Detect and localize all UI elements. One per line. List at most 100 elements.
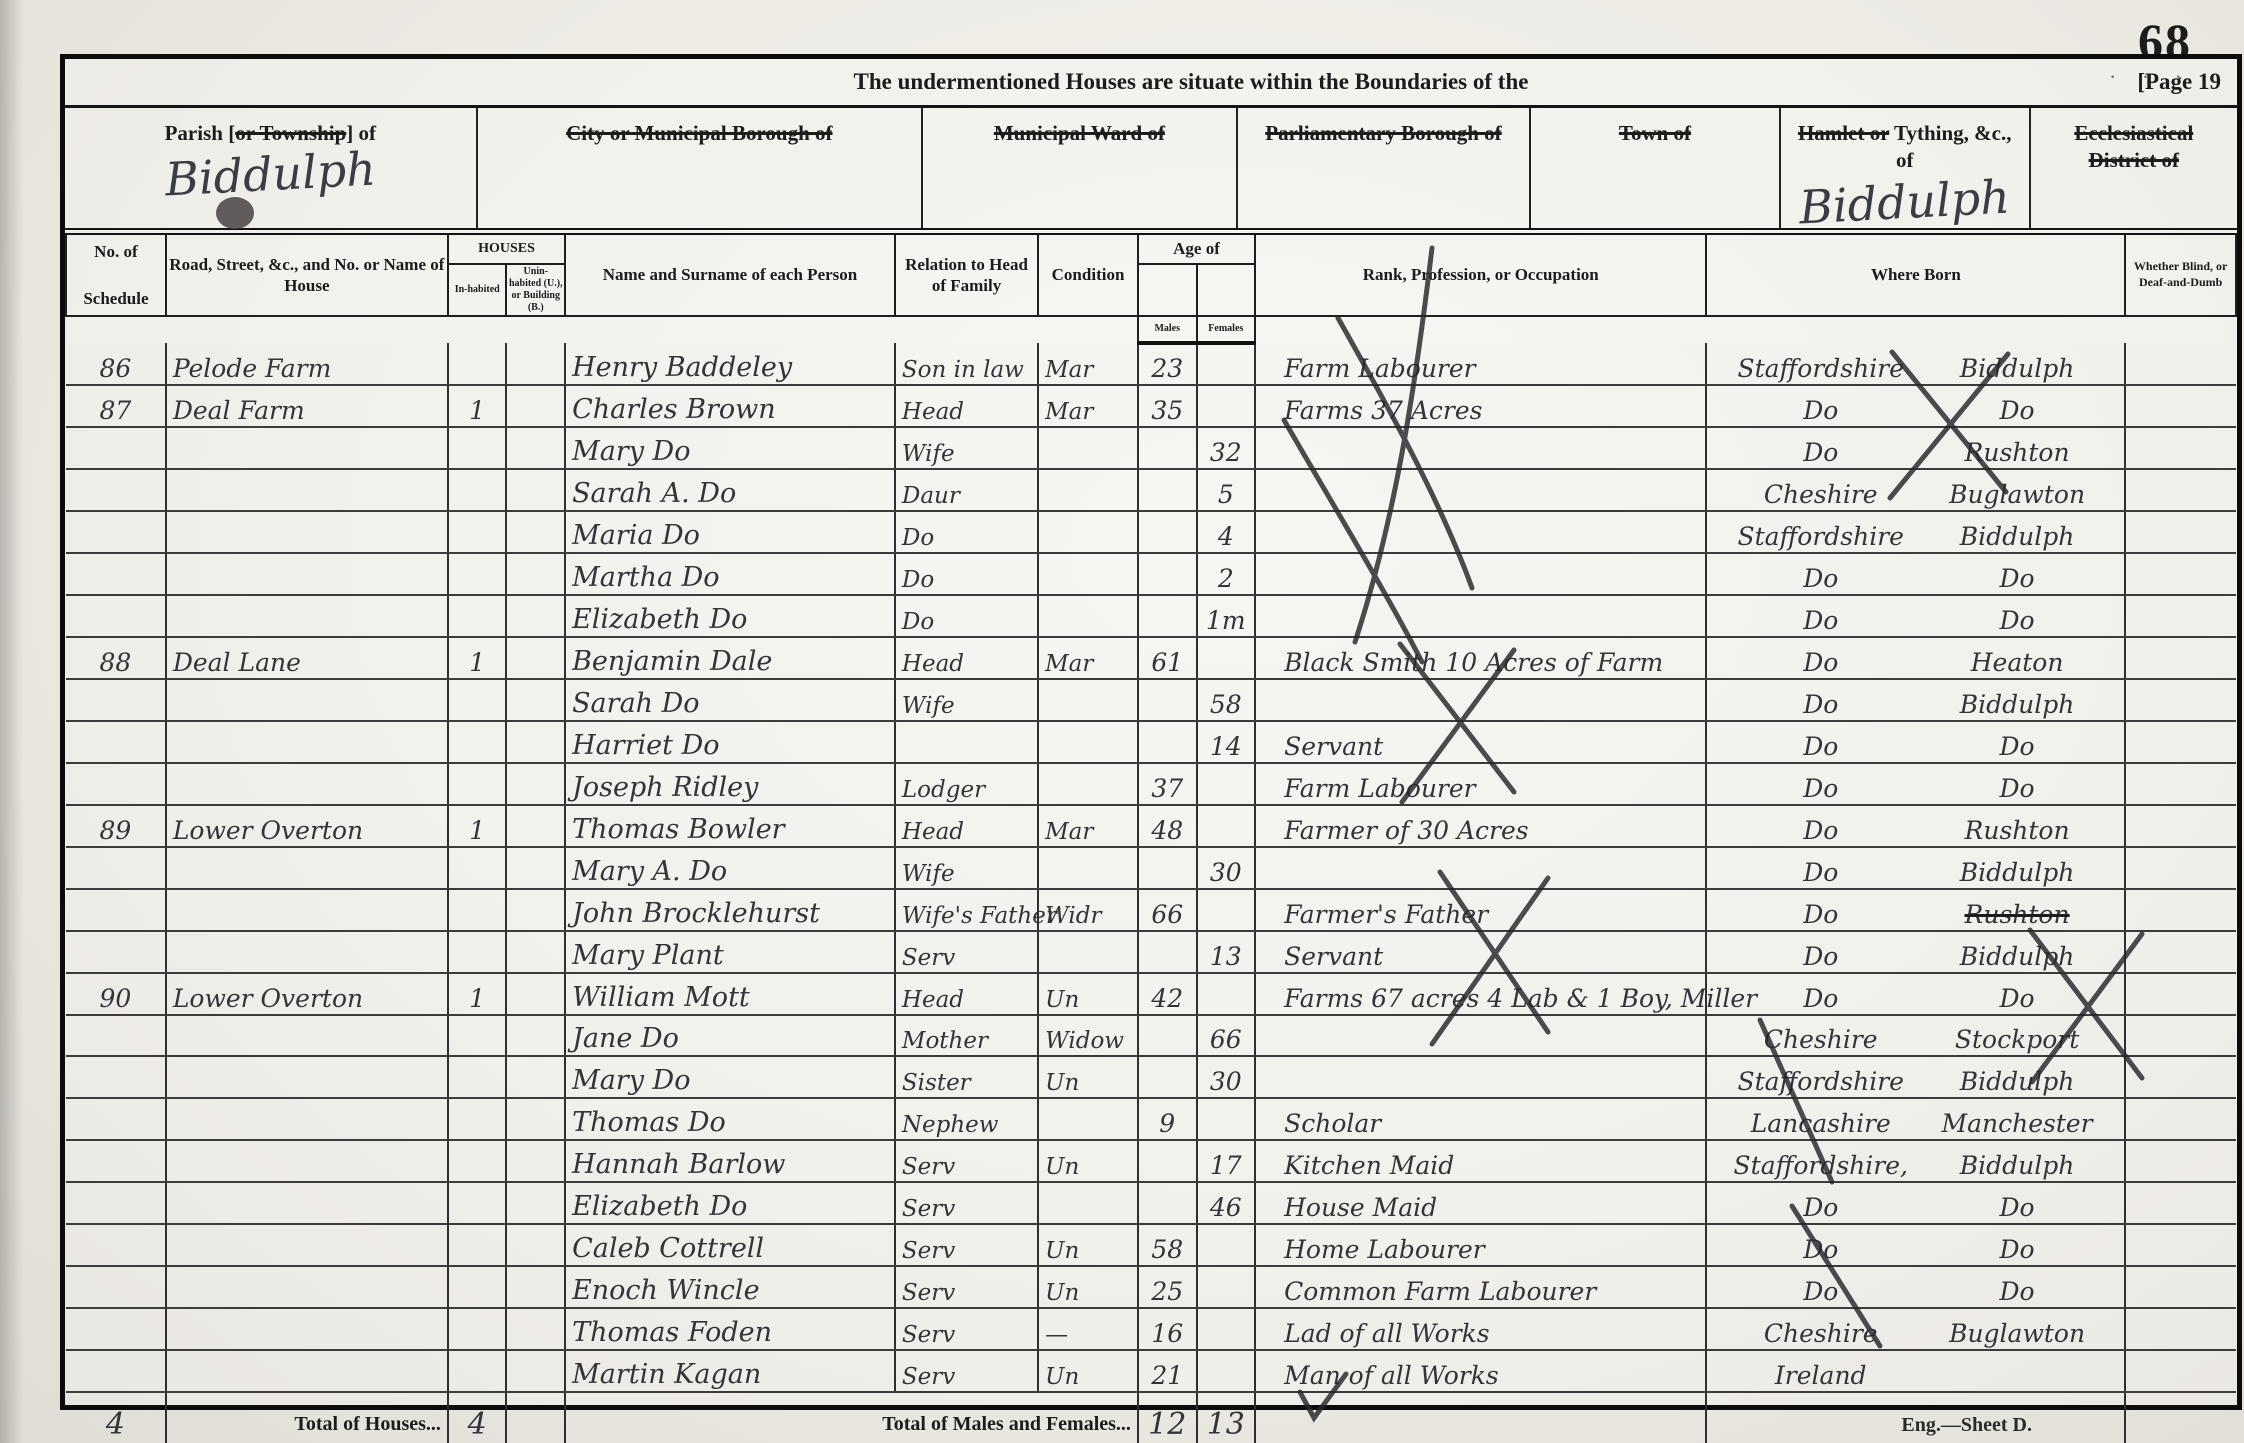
cell-relation: Head (894, 972, 1040, 1016)
cell-relation (894, 720, 1040, 764)
cell-occupation (1255, 678, 1708, 722)
cell-person-name: Caleb Cottrell (565, 1224, 896, 1268)
cell-relation: Wife's Father (894, 888, 1057, 932)
cell-houses-inhabited (447, 552, 508, 596)
cell-houses-inhabited (447, 1056, 508, 1100)
cell-blind-deaf (2125, 510, 2236, 554)
born-place: Biddulph (1959, 941, 2075, 971)
cell-schedule-number (66, 1182, 167, 1226)
cell-person-name: Sarah A. Do (565, 468, 896, 512)
table-row: Caleb Cottrell Serv Un 58 Home Labourer Do Do (66, 1224, 2236, 1268)
cell-houses-inhabited (447, 426, 508, 470)
header-age-spacer2 (1196, 264, 1256, 316)
cell-occupation: Farm Labourer (1255, 343, 1708, 386)
cell-person-name: Hannah Barlow (565, 1140, 896, 1184)
cell-occupation: Servant (1255, 930, 1708, 974)
cell-blind-deaf (2125, 468, 2236, 512)
cell-where-born: Do Rushton (1706, 426, 2127, 470)
cell-relation: Mother (894, 1014, 1040, 1058)
location-label: Municipal Ward of (993, 121, 1165, 145)
cell-houses-uninhabited (506, 552, 567, 596)
cell-blind-deaf (2125, 552, 2236, 596)
cell-blind-deaf (2125, 1182, 2236, 1226)
cell-age-female (1196, 1224, 1257, 1268)
cell-occupation: Farm Labourer (1255, 762, 1708, 806)
cell-where-born: Do Do (1706, 762, 2127, 806)
cell-blind-deaf (2125, 1224, 2236, 1268)
cell-blind-deaf (2125, 594, 2236, 638)
cell-houses-uninhabited (506, 1140, 567, 1184)
cell-condition (1038, 1182, 1139, 1226)
cell-condition (1038, 468, 1139, 512)
cell-age-male: 25 (1137, 1266, 1198, 1310)
cell-where-born: Do Do (1706, 1266, 2127, 1310)
cell-road-name (165, 1308, 449, 1352)
born-place: Rushton (1964, 899, 2070, 929)
cell-schedule-number (66, 552, 167, 596)
cell-age-female (1196, 1308, 1257, 1352)
cell-occupation: Lad of all Works (1255, 1308, 1708, 1352)
cell-age-male (1137, 510, 1198, 554)
cell-age-female (1196, 343, 1257, 386)
cell-houses-uninhabited (506, 636, 567, 680)
cell-where-born: Staffordshire, Biddulph (1706, 1140, 2127, 1184)
cell-road-name (165, 1098, 449, 1142)
cell-schedule-number (66, 930, 167, 974)
boundary-heading: The undermentioned Houses are situate wi… (853, 69, 1529, 94)
cell-blind-deaf (2125, 426, 2236, 470)
totals-houses-label: Total of Houses... (165, 1392, 449, 1443)
cell-condition (1038, 720, 1139, 764)
cell-where-born: Do Do (1706, 384, 2127, 428)
cell-occupation: Farms 37 Acres (1255, 384, 1708, 428)
location-label: Ecclesiastical District of (2074, 121, 2194, 173)
cell-relation: Serv (894, 1140, 1040, 1184)
cell-where-born: Staffordshire Biddulph (1706, 1056, 2127, 1100)
cell-road-name: Lower Overton (165, 804, 449, 848)
totals-houses-value: 4 (447, 1392, 508, 1443)
born-county: Lancashire (1750, 1109, 1891, 1139)
cell-condition: Un (1038, 1224, 1139, 1268)
location-label: Parliamentary Borough of (1265, 121, 1502, 145)
cell-occupation: Servant (1255, 720, 1708, 764)
cell-age-male (1137, 1014, 1198, 1058)
cell-age-female (1196, 762, 1257, 806)
cell-schedule-number: 89 (66, 804, 167, 848)
born-place: Manchester (1941, 1109, 2093, 1139)
born-place: Biddulph (1959, 1067, 2075, 1097)
cell-houses-uninhabited (506, 1014, 567, 1058)
cell-where-born: Do Biddulph (1706, 930, 2127, 974)
cell-person-name: Benjamin Dale (565, 636, 896, 680)
cell-condition (1038, 594, 1139, 638)
cell-where-born: Cheshire Buglawton (1706, 468, 2127, 512)
header-uninhabited: Unin-habited (U.), or Building (B.) (505, 263, 567, 317)
cell-age-male: 58 (1137, 1224, 1198, 1268)
enumeration-rows: 86 Pelode Farm Henry Baddeley Son in law Mar… (66, 343, 2236, 1443)
cell-relation: Do (894, 594, 1040, 638)
cell-houses-inhabited (447, 678, 508, 722)
header-occupation: Rank, Profession, or Occupation (1254, 235, 1708, 317)
header-males: Males (1136, 315, 1198, 345)
location-label: Parish [or Township] of (164, 121, 377, 145)
cell-houses-uninhabited (506, 1224, 567, 1268)
cell-age-female (1196, 384, 1257, 428)
table-row: John Brocklehurst Wife's Father Widr 66 Farm… (66, 888, 2236, 932)
cell-condition: Un (1038, 1056, 1139, 1100)
cell-blind-deaf (2125, 1014, 2236, 1058)
cell-houses-inhabited (447, 762, 508, 806)
cell-houses-uninhabited (506, 594, 567, 638)
table-row: Elizabeth Do Do 1m Do Do (66, 594, 2236, 638)
cell-schedule-number (66, 1056, 167, 1100)
cell-occupation: Farmer's Father (1255, 888, 1708, 932)
table-row: Mary A. Do Wife 30 Do Biddulph (66, 846, 2236, 890)
cell-road-name (165, 594, 449, 638)
cell-blind-deaf (2125, 888, 2236, 932)
cell-schedule-number (66, 1224, 167, 1268)
header-mf-spacer (66, 316, 1138, 343)
cell-houses-inhabited (447, 930, 508, 974)
location-header-row: Parish [or Township] of Biddulph City or M… (65, 108, 2237, 235)
header-houses-group: HOUSES (446, 235, 567, 265)
enumeration-table: No. of Schedule Road, Street, &c., and N… (65, 235, 2237, 1443)
cell-schedule-number (66, 1098, 167, 1142)
cell-schedule-number: 90 (66, 972, 167, 1016)
cell-relation: Son in law (894, 343, 1040, 386)
